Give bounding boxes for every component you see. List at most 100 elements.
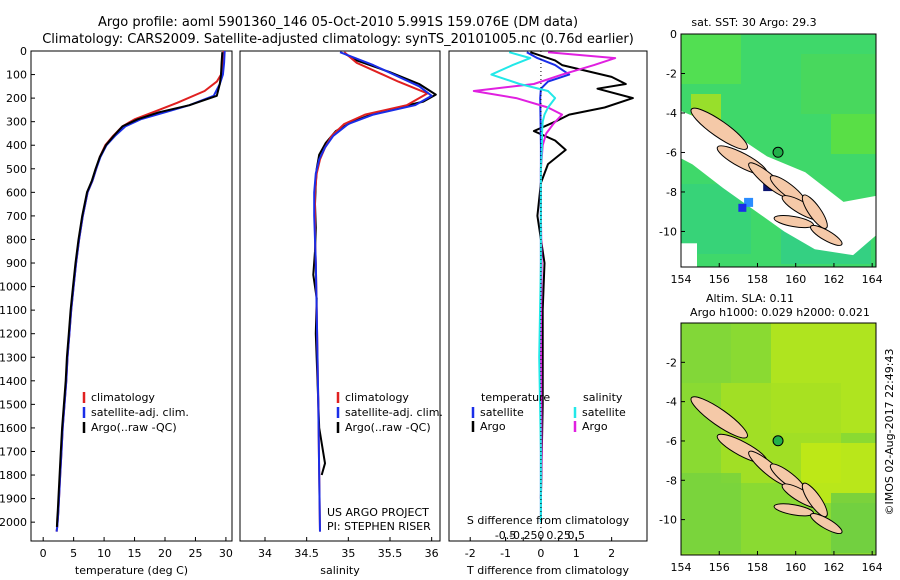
- x-tick-label: 15: [128, 547, 142, 560]
- x-tick-label: 1: [573, 547, 580, 560]
- x-tick-label: 30: [219, 547, 233, 560]
- map-y-tick-label: -2: [666, 356, 677, 369]
- x-tick-label: 0: [40, 547, 47, 560]
- legend-label: Argo: [480, 420, 506, 433]
- sst-patch: [681, 34, 741, 84]
- x-tick-label: 35.5: [378, 547, 403, 560]
- legend-label: satellite-adj. clim.: [345, 406, 443, 419]
- legend-label: climatology: [345, 391, 409, 404]
- y-tick-label: 1600: [0, 422, 27, 435]
- profile-location-marker: [772, 146, 784, 158]
- map-y-tick-label: -6: [666, 435, 677, 448]
- legend-header-temperature: temperature: [481, 391, 550, 404]
- series-line-s-satellite: [490, 51, 557, 523]
- x-tick-label: 20: [158, 547, 172, 560]
- map-x-tick-label: 162: [823, 273, 844, 286]
- sla-map-title-line2: Argo h1000: 0.029 h2000: 0.021: [690, 306, 870, 319]
- legend-label: satellite: [480, 406, 524, 419]
- panel-difference: -2 -1 0 1 2 T difference from climatology S di…: [448, 50, 648, 577]
- legend-label: Argo(..raw -QC): [345, 421, 431, 434]
- y-tick-label: 100: [6, 69, 27, 82]
- sla-patch: [681, 323, 731, 383]
- x-tick-label: -1: [500, 547, 511, 560]
- map-x-tick-label: 160: [785, 273, 806, 286]
- y-tick-label: 1200: [0, 328, 27, 341]
- island: [810, 224, 843, 246]
- profile-location-marker: [772, 435, 784, 447]
- map-x-tick-label: 158: [747, 561, 768, 574]
- imos-credit: ©IMOS 02-Aug-2017 22:49:43: [883, 349, 896, 516]
- sla-patch: [681, 473, 741, 553]
- y-tick-label: 1000: [0, 281, 27, 294]
- y-tick-label: 800: [6, 233, 27, 246]
- map-y-tick-label: 0: [670, 28, 677, 41]
- map-y-tick-label: -8: [666, 186, 677, 199]
- x-tick-label: 35: [341, 547, 355, 560]
- y-tick-label: 400: [6, 139, 27, 152]
- map-x-tick-label: 158: [747, 273, 768, 286]
- map-y-tick-label: -6: [666, 146, 677, 159]
- legend-label: climatology: [91, 391, 155, 404]
- island: [801, 482, 828, 518]
- y-tick-label: 600: [6, 186, 27, 199]
- map-x-tick-label: 160: [785, 561, 806, 574]
- y-tick-label: 2000: [0, 516, 27, 529]
- s-tick-label: 0: [537, 529, 544, 542]
- x-tick-label: 10: [97, 547, 111, 560]
- x-axis-label: T difference from climatology: [466, 564, 629, 577]
- map-y-tick-label: -8: [666, 474, 677, 487]
- s-tick-label: -0.5: [495, 529, 516, 542]
- y-tick-label: 1500: [0, 398, 27, 411]
- y-tick-label: 1300: [0, 351, 27, 364]
- s-tick-label: 0.25: [546, 529, 571, 542]
- series-line-t-argo: [529, 51, 634, 499]
- x-tick-label: 25: [188, 547, 202, 560]
- map-frame: [680, 33, 877, 268]
- s-tick-label: 0.5: [568, 529, 586, 542]
- series-line-satellite: [313, 51, 433, 532]
- y-tick-label: 200: [6, 92, 27, 105]
- y-tick-label: 1800: [0, 469, 27, 482]
- sst-patch: [801, 54, 876, 114]
- map-y-tick-label: -4: [666, 107, 677, 120]
- y-tick-label: 1400: [0, 375, 27, 388]
- map-y-tick-label: -2: [666, 67, 677, 80]
- project-annotation: US ARGO PROJECT: [327, 506, 429, 519]
- y-tick-label: 900: [6, 257, 27, 270]
- pi-annotation: PI: STEPHEN RISER: [327, 520, 431, 533]
- y-tick-label: 1700: [0, 445, 27, 458]
- panel-frame: [30, 50, 233, 542]
- sst-cool-pixel: [744, 197, 754, 207]
- map-x-tick-label: 164: [862, 561, 883, 574]
- figure-title-line1: Argo profile: aoml 5901360_146 05-Oct-20…: [98, 15, 578, 30]
- island: [810, 513, 843, 535]
- map-x-tick-label: 164: [862, 273, 883, 286]
- map-x-tick-label: 154: [671, 561, 692, 574]
- y-tick-label: 1900: [0, 493, 27, 506]
- legend-label: satellite-adj. clim.: [91, 406, 189, 419]
- figure-title-line2: Climatology: CARS2009. Satellite-adjuste…: [42, 32, 634, 47]
- x-tick-label: -2: [465, 547, 476, 560]
- legend-label: Argo(..raw -QC): [91, 421, 177, 434]
- map-x-tick-label: 162: [823, 561, 844, 574]
- legend-label: Argo: [582, 420, 608, 433]
- map-y-tick-label: -4: [666, 396, 677, 409]
- legend-label: satellite: [582, 406, 626, 419]
- x-axis-label: salinity: [320, 564, 360, 577]
- panel-salinity: 34 34.5 35 35.5 36 salinity climatology satelli…: [239, 50, 443, 577]
- map-sla_map: 154 156 158 160 162 164 -2 -4 -6 -8 -10: [659, 322, 883, 574]
- map-x-tick-label: 156: [709, 561, 730, 574]
- map-frame: [680, 322, 877, 556]
- s-tick-label: -0.25: [509, 529, 537, 542]
- island: [690, 396, 748, 439]
- s-axis-label: S difference from climatology: [467, 514, 630, 527]
- map-y-tick-label: -10: [659, 225, 677, 238]
- x-tick-label: 34: [258, 547, 272, 560]
- y-tick-label: 0: [20, 45, 27, 58]
- x-tick-label: 34.5: [294, 547, 319, 560]
- sla-map-title-line1: Altim. SLA: 0.11: [706, 292, 794, 305]
- x-tick-label: 2: [608, 547, 615, 560]
- legend-header-salinity: salinity: [583, 391, 623, 404]
- map-x-tick-label: 156: [709, 273, 730, 286]
